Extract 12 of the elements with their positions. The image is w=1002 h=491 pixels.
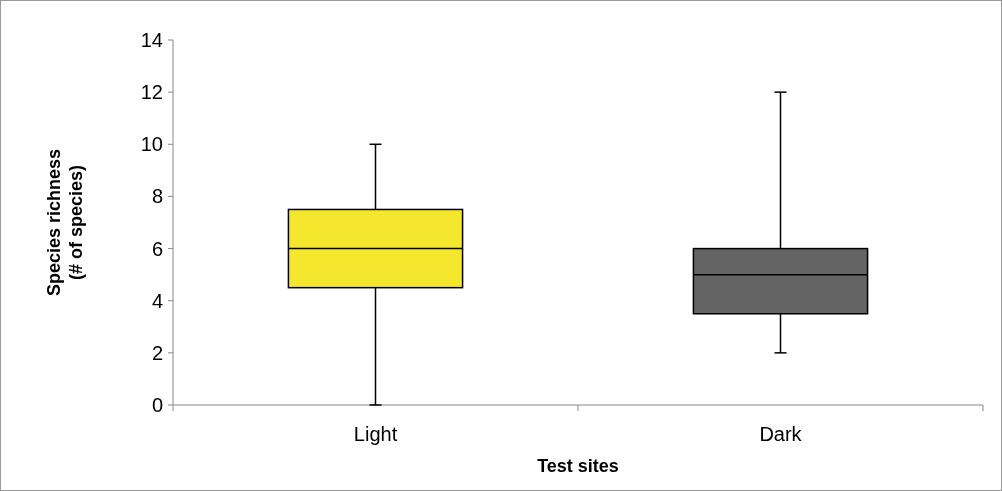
y-tick-label: 12	[140, 81, 163, 104]
y-tick-label: 14	[140, 29, 163, 51]
y-axis-title: Species richness (# of species)	[44, 148, 86, 297]
x-tick-label: Dark	[759, 423, 803, 445]
y-tick-label: 8	[151, 185, 163, 208]
y-tick-label: 10	[140, 133, 163, 156]
y-tick-label: 2	[151, 341, 163, 364]
x-axis-title: Test sites	[537, 456, 619, 476]
y-tick-label: 6	[151, 237, 163, 260]
y-tick-label: 4	[151, 289, 163, 312]
x-tick-label: Light	[353, 423, 398, 445]
y-tick-label: 0	[151, 394, 163, 416]
